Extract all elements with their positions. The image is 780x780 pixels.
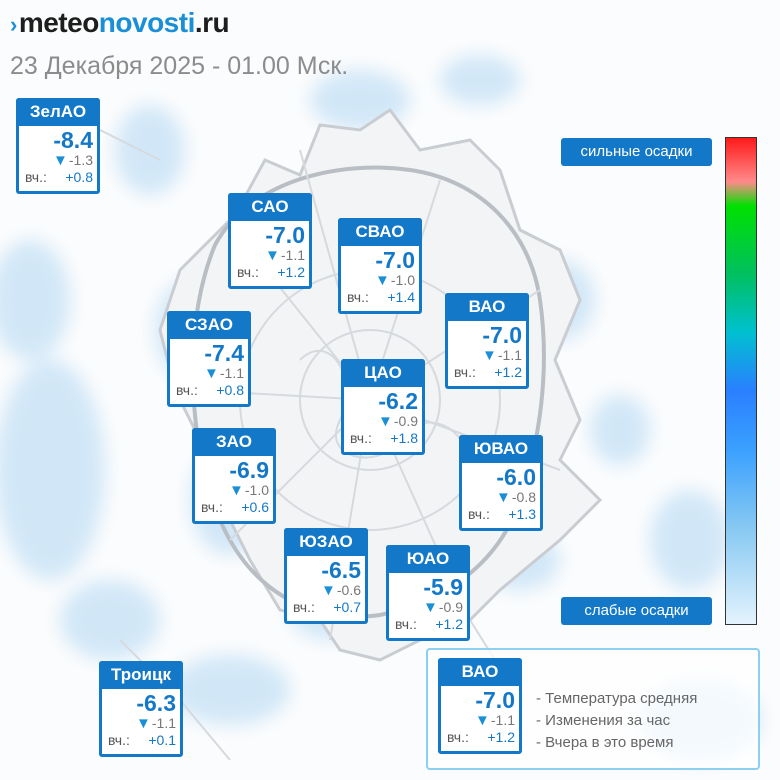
district-temp: -6.0: [496, 464, 536, 490]
district-name: СЗАО: [167, 311, 251, 339]
district-yesterday: +0.8: [216, 382, 244, 398]
district-temp: -7.4: [204, 340, 244, 366]
district-change: -0.9: [393, 413, 418, 429]
district-yesterday: +1.4: [387, 289, 415, 305]
district-temp: -6.3: [136, 690, 176, 716]
district-name: ЮАО: [386, 545, 470, 573]
yesterday-label: вч.:: [25, 169, 47, 185]
district-card-svao: СВАО -7.0 ▼-1.0 вч.: +1.4: [338, 218, 422, 314]
down-triangle-icon: ▼: [53, 152, 68, 169]
district-name: ЗелАО: [16, 98, 100, 126]
district-card-zao: ЗАО -6.9 ▼-1.0 вч.: +0.6: [192, 428, 276, 524]
district-change: -1.3: [68, 152, 93, 168]
forecast-date: 23 Декабря 2025 - 01.00 Мск.: [10, 52, 349, 80]
logo-part-1: meteo: [18, 7, 99, 38]
district-name: СВАО: [338, 218, 422, 246]
district-yesterday: +1.2: [487, 729, 515, 745]
down-triangle-icon: ▼: [375, 272, 390, 289]
district-change: -1.0: [390, 272, 415, 288]
yesterday-label: вч.:: [454, 364, 476, 380]
district-change: -1.1: [280, 247, 305, 263]
district-card-yuao: ЮАО -5.9 ▼-0.9 вч.: +1.2: [386, 545, 470, 641]
district-change: -0.8: [511, 489, 536, 505]
down-triangle-icon: ▼: [136, 715, 151, 732]
yesterday-label: вч.:: [293, 599, 315, 615]
down-triangle-icon: ▼: [482, 347, 497, 364]
district-temp: -7.0: [375, 247, 415, 273]
scale-label-heavy: сильные осадки: [561, 138, 712, 166]
yesterday-label: вч.:: [108, 732, 130, 748]
down-triangle-icon: ▼: [423, 599, 438, 616]
district-yesterday: +0.8: [65, 169, 93, 185]
district-name: ВАО: [438, 658, 522, 686]
district-temp: -8.4: [53, 127, 93, 153]
yesterday-label: вч.:: [350, 430, 372, 446]
district-change: -1.1: [490, 712, 515, 728]
district-card-zelao: ЗелАО -8.4 ▼-1.3 вч.: +0.8: [16, 98, 100, 194]
district-yesterday: +0.1: [148, 732, 176, 748]
district-name: ЦАО: [341, 359, 425, 387]
yesterday-label: вч.:: [395, 616, 417, 632]
logo-part-3: .ru: [194, 7, 230, 38]
district-yesterday: +0.6: [241, 499, 269, 515]
district-yesterday: +1.3: [508, 506, 536, 522]
district-name: ЮВАО: [459, 435, 543, 463]
yesterday-label: вч.:: [447, 729, 469, 745]
district-yesterday: +0.7: [333, 599, 361, 615]
down-triangle-icon: ▼: [229, 482, 244, 499]
legend-box: ВАО -7.0 ▼-1.1 вч.: +1.2 - Температура ср…: [426, 648, 760, 770]
district-card-yuvao: ЮВАО -6.0 ▼-0.8 вч.: +1.3: [459, 435, 543, 531]
district-card-troitsk: Троицк -6.3 ▼-1.1 вч.: +0.1: [99, 661, 183, 757]
district-name: САО: [228, 193, 312, 221]
district-name: ВАО: [445, 293, 529, 321]
down-triangle-icon: ▼: [321, 582, 336, 599]
district-yesterday: +1.2: [494, 364, 522, 380]
district-change: -1.0: [244, 482, 269, 498]
logo-mark-icon: ›: [10, 12, 17, 37]
legend-item-change: - Изменения за час: [536, 712, 671, 729]
district-temp: -7.0: [265, 222, 305, 248]
district-temp: -7.0: [482, 322, 522, 348]
district-temp: -7.0: [475, 687, 515, 713]
district-change: -1.1: [151, 715, 176, 731]
legend-item-temp: - Температура средняя: [536, 690, 698, 707]
yesterday-label: вч.:: [201, 499, 223, 515]
district-card-sao: САО -7.0 ▼-1.1 вч.: +1.2: [228, 193, 312, 289]
scale-label-light: слабые осадки: [561, 597, 712, 625]
district-card-szao: СЗАО -7.4 ▼-1.1 вч.: +0.8: [167, 311, 251, 407]
district-name: ЗАО: [192, 428, 276, 456]
district-temp: -5.9: [423, 574, 463, 600]
down-triangle-icon: ▼: [204, 365, 219, 382]
district-temp: -6.9: [229, 457, 269, 483]
district-temp: -6.5: [321, 557, 361, 583]
legend-item-yesterday: - Вчера в это время: [536, 734, 674, 751]
district-temp: -6.2: [378, 388, 418, 414]
district-card-yuzao: ЮЗАО -6.5 ▼-0.6 вч.: +0.7: [284, 528, 368, 624]
yesterday-label: вч.:: [176, 382, 198, 398]
precipitation-scale-bar: [725, 137, 757, 625]
district-change: -0.6: [336, 582, 361, 598]
yesterday-label: вч.:: [468, 506, 490, 522]
down-triangle-icon: ▼: [378, 413, 393, 430]
district-change: -1.1: [219, 365, 244, 381]
site-logo[interactable]: ›meteonovosti.ru: [10, 6, 230, 42]
district-yesterday: +1.2: [277, 264, 305, 280]
down-triangle-icon: ▼: [265, 247, 280, 264]
district-card-vao: ВАО -7.0 ▼-1.1 вч.: +1.2: [445, 293, 529, 389]
district-name: ЮЗАО: [284, 528, 368, 556]
district-yesterday: +1.8: [390, 430, 418, 446]
logo-part-2: novosti: [98, 7, 196, 38]
down-triangle-icon: ▼: [496, 489, 511, 506]
down-triangle-icon: ▼: [475, 712, 490, 729]
district-card-cao: ЦАО -6.2 ▼-0.9 вч.: +1.8: [341, 359, 425, 455]
district-yesterday: +1.2: [435, 616, 463, 632]
district-change: -1.1: [497, 347, 522, 363]
legend-sample-card: ВАО -7.0 ▼-1.1 вч.: +1.2: [438, 658, 522, 754]
district-change: -0.9: [438, 599, 463, 615]
yesterday-label: вч.:: [347, 289, 369, 305]
district-name: Троицк: [99, 661, 183, 689]
yesterday-label: вч.:: [237, 264, 259, 280]
